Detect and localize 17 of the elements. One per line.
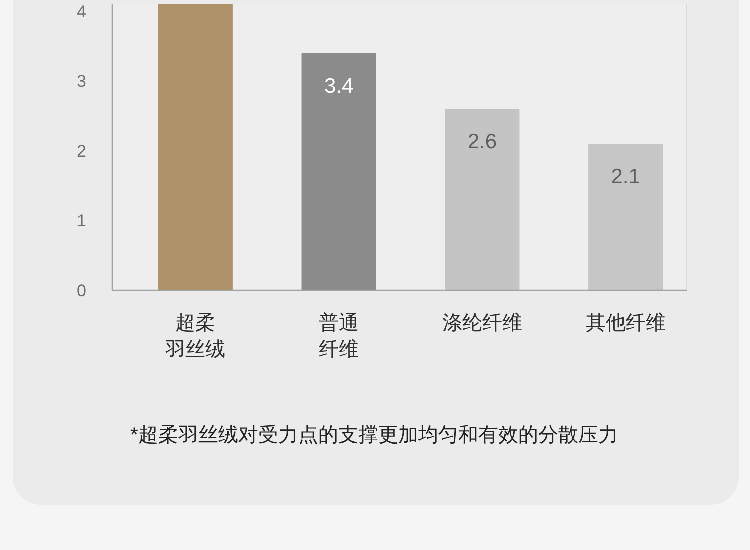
- bar: [302, 53, 376, 290]
- y-tick-label: 4: [77, 2, 87, 22]
- y-tick-label: 0: [77, 282, 87, 300]
- bar: [445, 109, 520, 290]
- bar: [588, 144, 664, 290]
- x-tick-label: 普通纤维: [319, 312, 360, 361]
- x-tick-label: 涤纶纤维: [442, 312, 522, 334]
- data-label: 2.1: [611, 166, 640, 189]
- y-tick-label: 3: [77, 72, 87, 92]
- y-tick-label: 2: [77, 142, 87, 161]
- text: *超柔羽丝绒对受力点的支撑更加均匀和有效的分散压力: [130, 424, 618, 446]
- bar: [158, 4, 233, 290]
- data-label: 2.6: [468, 130, 498, 154]
- x-tick-label: 其他纤维: [586, 312, 666, 334]
- x-tick-label: 超柔羽丝绒: [164, 312, 226, 361]
- y-tick-label: 1: [77, 212, 87, 231]
- data-label: 3.4: [324, 74, 354, 98]
